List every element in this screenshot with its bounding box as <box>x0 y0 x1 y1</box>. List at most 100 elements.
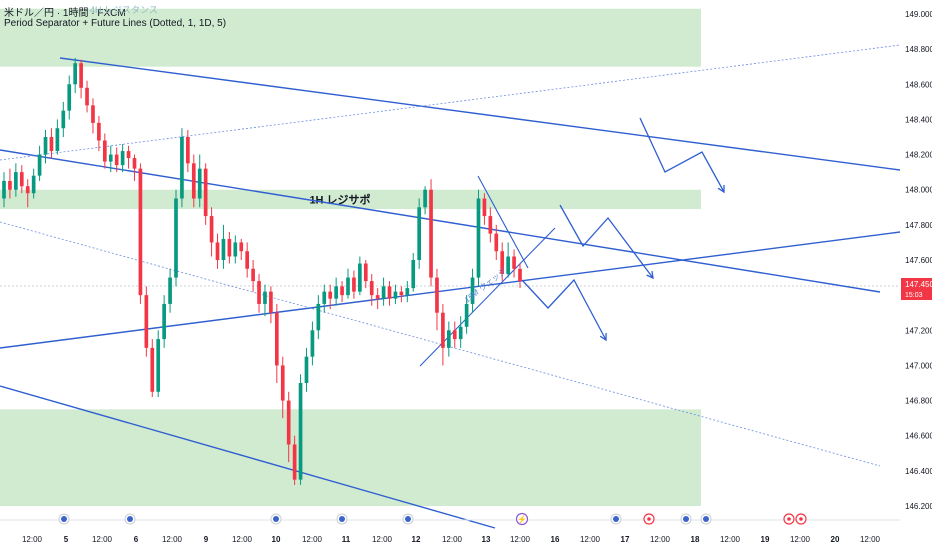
time-tick-label: 12:00 <box>790 535 811 544</box>
price-tick-label: 148.800 <box>905 45 932 54</box>
candle-body <box>375 295 380 299</box>
time-tick-label: 12:00 <box>92 535 113 544</box>
candle-body <box>494 233 499 252</box>
candle-body <box>108 154 113 162</box>
candle-body <box>286 400 291 445</box>
time-tick-label: 6 <box>134 535 139 544</box>
candle-body <box>14 172 18 190</box>
candle-body <box>79 63 83 88</box>
candle-body <box>203 168 208 217</box>
price-tag-layer: 147.450 15:03 <box>901 278 932 300</box>
last-price-value: 147.450 <box>905 280 932 289</box>
candle-body <box>180 137 184 199</box>
price-axis: 149.000 148.800 148.600 148.400 148.200 148.0… <box>900 0 932 550</box>
price-tick-label: 146.400 <box>905 467 932 476</box>
last-price-tag <box>901 278 932 300</box>
candle-body <box>411 260 416 289</box>
dotted-projection-line <box>0 44 901 161</box>
candle-body <box>316 303 321 331</box>
candle-body <box>174 198 178 278</box>
time-tick-label: 9 <box>204 535 209 544</box>
dotted-projection-line <box>0 221 881 467</box>
candle-body <box>363 263 368 282</box>
candle-body <box>162 303 166 340</box>
time-tick-label: 12:00 <box>650 535 671 544</box>
candle-body <box>138 168 143 296</box>
candle-body <box>55 128 60 152</box>
symbol-title: 米ドル／円 · 1時間 · FXCM <box>4 8 126 19</box>
price-tick-label: 148.200 <box>905 151 932 160</box>
event-flag-icon <box>703 516 709 522</box>
wedge-upper-line <box>477 175 529 269</box>
trendlines-layer <box>0 44 901 529</box>
candle-body <box>458 326 463 340</box>
event-flag-icon <box>61 516 67 522</box>
candle-body <box>269 291 273 313</box>
candle-body <box>470 277 475 304</box>
price-tick-label: 147.800 <box>905 221 932 230</box>
time-tick-label: 11 <box>342 535 351 544</box>
candle-body <box>488 216 493 234</box>
candle-body <box>150 347 155 392</box>
price-tick-label: 147.000 <box>905 361 932 370</box>
zone-band <box>0 8 701 67</box>
candle-body <box>37 154 42 176</box>
candle-body <box>191 163 196 199</box>
candle-body <box>239 242 244 252</box>
time-tick-label: 12:00 <box>232 535 253 544</box>
candle-body <box>506 256 510 275</box>
candle-body <box>346 277 350 296</box>
ghost-zone-label: 4H レジスタンス <box>90 5 158 15</box>
price-tick-label: 147.200 <box>905 326 932 335</box>
candle-body <box>340 286 344 296</box>
candle-body <box>126 151 131 159</box>
candle-body <box>73 63 78 85</box>
candle-body <box>215 242 220 260</box>
candle-body <box>156 339 161 392</box>
candle-body <box>67 84 72 111</box>
event-dot-icon <box>799 517 803 521</box>
time-tick-label: 12:00 <box>442 535 463 544</box>
time-tick-label: 5 <box>64 535 69 544</box>
price-tick-label: 146.600 <box>905 432 932 441</box>
time-tick-label: 12 <box>412 535 421 544</box>
candle-body <box>280 365 285 401</box>
candle-body <box>322 291 327 304</box>
candle-body <box>97 122 101 141</box>
candle-body <box>91 105 95 123</box>
candle-body <box>464 303 469 327</box>
candle-body <box>452 330 457 340</box>
candle-body <box>423 189 427 208</box>
candles-layer <box>2 57 522 485</box>
time-tick-label: 12:00 <box>860 535 881 544</box>
candle-body <box>102 140 107 162</box>
candle-body <box>500 251 505 275</box>
candle-body <box>186 137 190 164</box>
candle-body <box>387 286 392 299</box>
time-tick-label: 12:00 <box>372 535 393 544</box>
candle-body <box>168 277 172 304</box>
candle-body <box>144 295 149 348</box>
candle-body <box>263 291 267 304</box>
candle-body <box>227 238 232 257</box>
candle-body <box>19 172 24 187</box>
time-tick-label: 10 <box>272 535 281 544</box>
lightning-icon <box>515 512 529 526</box>
projection-path <box>521 278 607 341</box>
candle-body <box>393 291 398 299</box>
candle-body <box>114 154 119 166</box>
time-tick-label: 13 <box>482 535 491 544</box>
candle-body <box>304 356 309 383</box>
projection-arrowhead <box>599 332 607 342</box>
candle-body <box>245 251 250 269</box>
price-axis-background <box>900 0 932 550</box>
trendline <box>0 231 901 349</box>
candle-body <box>2 180 6 199</box>
zone-band <box>0 409 701 506</box>
candle-body <box>417 207 422 260</box>
price-tick-label: 148.600 <box>905 80 932 89</box>
candle-body <box>25 186 30 194</box>
candle-body <box>441 312 445 348</box>
candle-body <box>257 281 261 304</box>
